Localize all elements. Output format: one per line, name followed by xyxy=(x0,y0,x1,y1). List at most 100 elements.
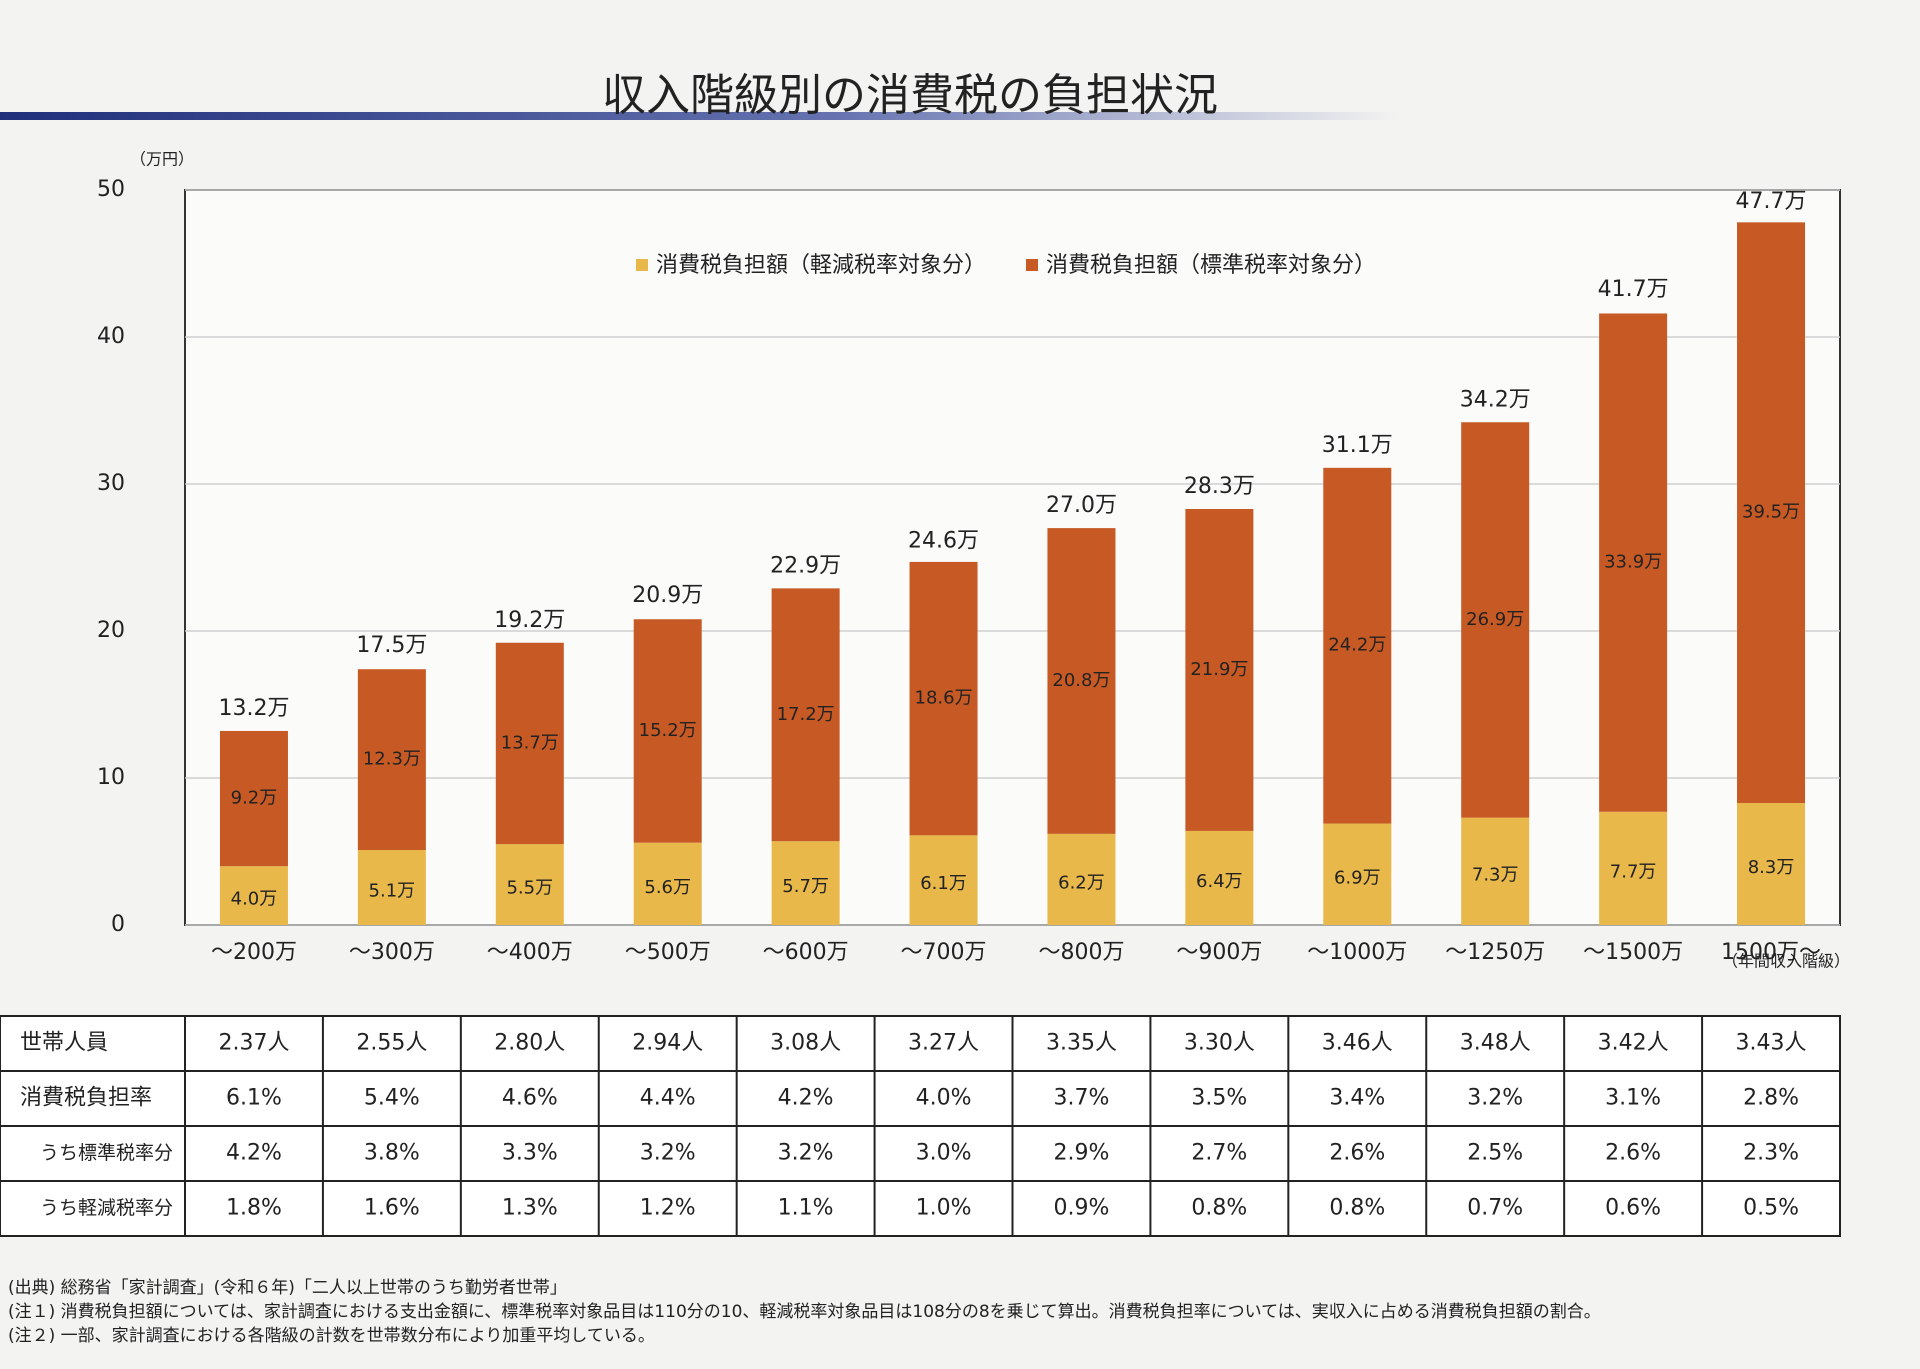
table-cell: 2.9% xyxy=(1054,1141,1110,1166)
bar-value-label: 15.2万 xyxy=(639,720,697,741)
table-cell: 0.7% xyxy=(1467,1196,1523,1221)
bar-value-label: 20.8万 xyxy=(1052,670,1110,691)
table-cell: 3.2% xyxy=(1467,1086,1523,1111)
bar-value-label: 21.9万 xyxy=(1190,659,1248,680)
total-label: 19.2万 xyxy=(494,608,565,633)
bar-segment xyxy=(1047,833,1116,925)
table-row-label: うち軽減税率分 xyxy=(40,1197,173,1219)
total-label: 31.1万 xyxy=(1322,433,1393,458)
total-label: 22.9万 xyxy=(770,553,841,578)
table-cell: 5.4% xyxy=(364,1086,420,1111)
bar-segment xyxy=(357,669,426,851)
bar-value-label: 33.9万 xyxy=(1604,552,1662,573)
total-label: 27.0万 xyxy=(1046,493,1117,518)
x-axis-label: （年間収入階級） xyxy=(1722,952,1850,971)
table-cell: 1.0% xyxy=(916,1196,972,1221)
table-cell: 2.7% xyxy=(1191,1141,1247,1166)
bar-value-label: 5.6万 xyxy=(644,877,691,898)
table-cell: 1.1% xyxy=(778,1196,834,1221)
table-cell: 1.2% xyxy=(640,1196,696,1221)
table-cell: 2.3% xyxy=(1743,1141,1799,1166)
table-cell: 3.42人 xyxy=(1598,1031,1669,1056)
legend-label: 消費税負担額（標準税率対象分） xyxy=(1046,253,1376,278)
bar-segment xyxy=(1185,830,1254,925)
bar-value-label: 26.9万 xyxy=(1466,609,1524,630)
note: (出典) 総務省「家計調査」(令和６年)「二人以上世帯のうち勤労者世帯」 xyxy=(8,1278,567,1298)
y-axis-label: （万円） xyxy=(130,150,194,169)
bar-segment xyxy=(219,730,288,867)
bar-segment xyxy=(1461,422,1530,818)
total-label: 47.7万 xyxy=(1736,189,1807,214)
total-label: 28.3万 xyxy=(1184,474,1255,499)
title-rule xyxy=(0,112,1400,120)
total-label: 24.6万 xyxy=(908,528,979,553)
table-cell: 2.6% xyxy=(1329,1141,1385,1166)
bar-segment xyxy=(357,850,426,925)
table-cell: 0.6% xyxy=(1605,1196,1661,1221)
bar-value-label: 24.2万 xyxy=(1328,635,1386,656)
x-tick-label: ～700万 xyxy=(901,940,987,965)
table-cell: 2.6% xyxy=(1605,1141,1661,1166)
bar-segment xyxy=(495,844,564,925)
table-cell: 0.8% xyxy=(1191,1196,1247,1221)
table-cell: 3.0% xyxy=(916,1141,972,1166)
bar-value-label: 4.0万 xyxy=(231,889,278,910)
x-tick-label: ～500万 xyxy=(625,940,711,965)
table-cell: 4.6% xyxy=(502,1086,558,1111)
table-cell: 2.37人 xyxy=(218,1031,289,1056)
bar-value-label: 9.2万 xyxy=(231,788,278,809)
table-cell: 4.2% xyxy=(778,1086,834,1111)
bar-segment xyxy=(1737,802,1806,925)
table-cell: 3.27人 xyxy=(908,1031,979,1056)
table-cell: 2.94人 xyxy=(632,1031,703,1056)
y-tick-label: 0 xyxy=(111,912,125,937)
table-cell: 3.46人 xyxy=(1322,1031,1393,1056)
table-cell: 2.80人 xyxy=(494,1031,565,1056)
x-tick-label: ～800万 xyxy=(1038,940,1124,965)
table-row-label: うち標準税率分 xyxy=(40,1142,173,1164)
bar-segment xyxy=(495,642,564,845)
bar-segment xyxy=(771,588,840,842)
x-tick-label: ～400万 xyxy=(487,940,573,965)
bar-value-label: 5.1万 xyxy=(369,881,416,902)
bar-segment xyxy=(909,561,978,836)
bar-segment xyxy=(771,841,840,925)
table-cell: 1.3% xyxy=(502,1196,558,1221)
y-tick-label: 50 xyxy=(97,177,125,202)
bar-segment xyxy=(219,866,288,925)
table-cell: 2.8% xyxy=(1743,1086,1799,1111)
plot-area xyxy=(184,189,1841,926)
table-cell: 3.1% xyxy=(1605,1086,1661,1111)
bar-segment xyxy=(1737,222,1806,803)
total-label: 41.7万 xyxy=(1598,277,1669,302)
table-cell: 3.2% xyxy=(640,1141,696,1166)
y-tick-label: 10 xyxy=(97,765,125,790)
bar-segment xyxy=(1599,313,1668,812)
bar-segment xyxy=(1323,467,1392,824)
bar-value-label: 6.9万 xyxy=(1334,867,1381,888)
table-cell: 0.8% xyxy=(1329,1196,1385,1221)
x-tick-label: ～300万 xyxy=(349,940,435,965)
table-cell: 3.48人 xyxy=(1460,1031,1531,1056)
legend-label: 消費税負担額（軽減税率対象分） xyxy=(656,253,986,278)
table-cell: 6.1% xyxy=(226,1086,282,1111)
table-cell: 1.8% xyxy=(226,1196,282,1221)
legend-swatch xyxy=(636,259,648,271)
table-cell: 2.5% xyxy=(1467,1141,1523,1166)
bar-segment xyxy=(633,619,702,843)
total-label: 34.2万 xyxy=(1460,387,1531,412)
x-tick-label: ～900万 xyxy=(1176,940,1262,965)
table-cell: 3.5% xyxy=(1191,1086,1247,1111)
table-cell: 3.43人 xyxy=(1736,1031,1807,1056)
x-tick-label: 1500万～ xyxy=(1721,940,1821,965)
table-cell: 3.30人 xyxy=(1184,1031,1255,1056)
table-cell: 3.08人 xyxy=(770,1031,841,1056)
table-cell: 0.9% xyxy=(1054,1196,1110,1221)
table-cell: 4.4% xyxy=(640,1086,696,1111)
bar-value-label: 39.5万 xyxy=(1742,502,1800,523)
chart-title: 収入階級別の消費税の負担状況 xyxy=(602,70,1218,121)
total-label: 13.2万 xyxy=(218,696,289,721)
bar-segment xyxy=(909,835,978,925)
